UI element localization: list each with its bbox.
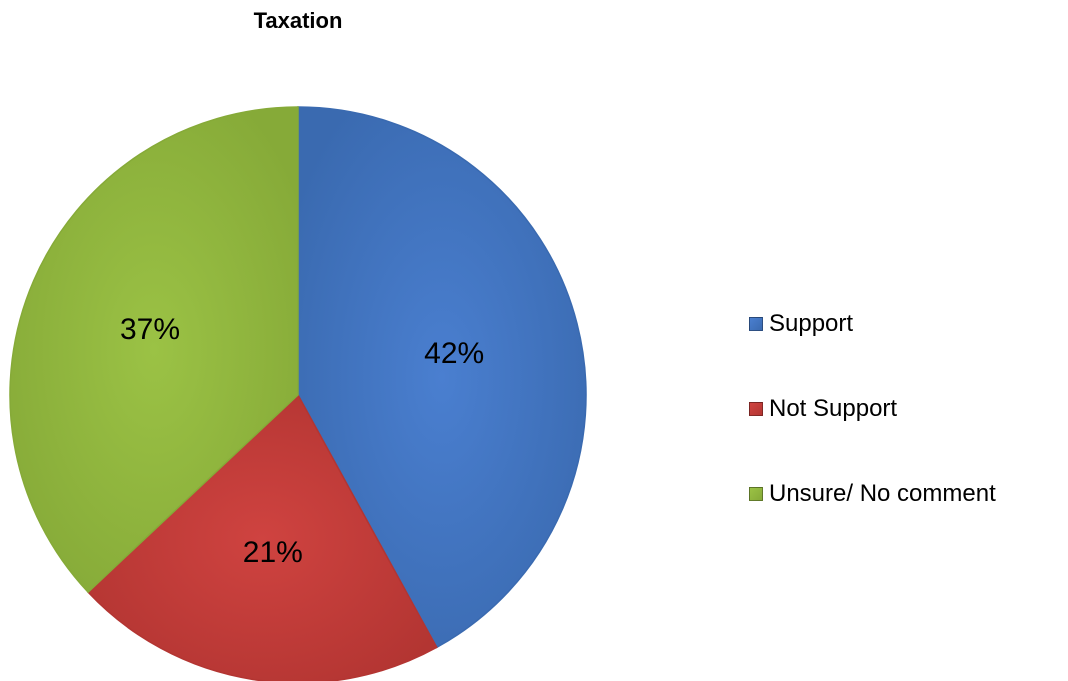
slice-label-unsure: 37% <box>120 313 180 346</box>
pie-slice-unsure <box>9 106 299 594</box>
legend-swatch-not-support <box>749 402 763 416</box>
chart-title: Taxation <box>253 8 343 33</box>
legend-item-support: Support <box>749 306 996 342</box>
legend-label-not-support: Not Support <box>769 395 898 422</box>
slice-label-support: 42% <box>424 337 484 370</box>
legend-label-unsure: Unsure/ No comment <box>769 480 996 507</box>
legend-label-support: Support <box>769 310 854 337</box>
legend-item-unsure: Unsure/ No comment <box>749 476 996 512</box>
slice-label-not-support: 21% <box>243 536 303 569</box>
legend-item-not-support: Not Support <box>749 391 996 427</box>
legend: Support Not Support Unsure/ No comment <box>749 306 996 561</box>
legend-swatch-support <box>749 317 763 331</box>
pie-slice-not-support <box>86 393 438 681</box>
legend-swatch-unsure <box>749 487 763 501</box>
pie-slice-support <box>297 106 587 649</box>
